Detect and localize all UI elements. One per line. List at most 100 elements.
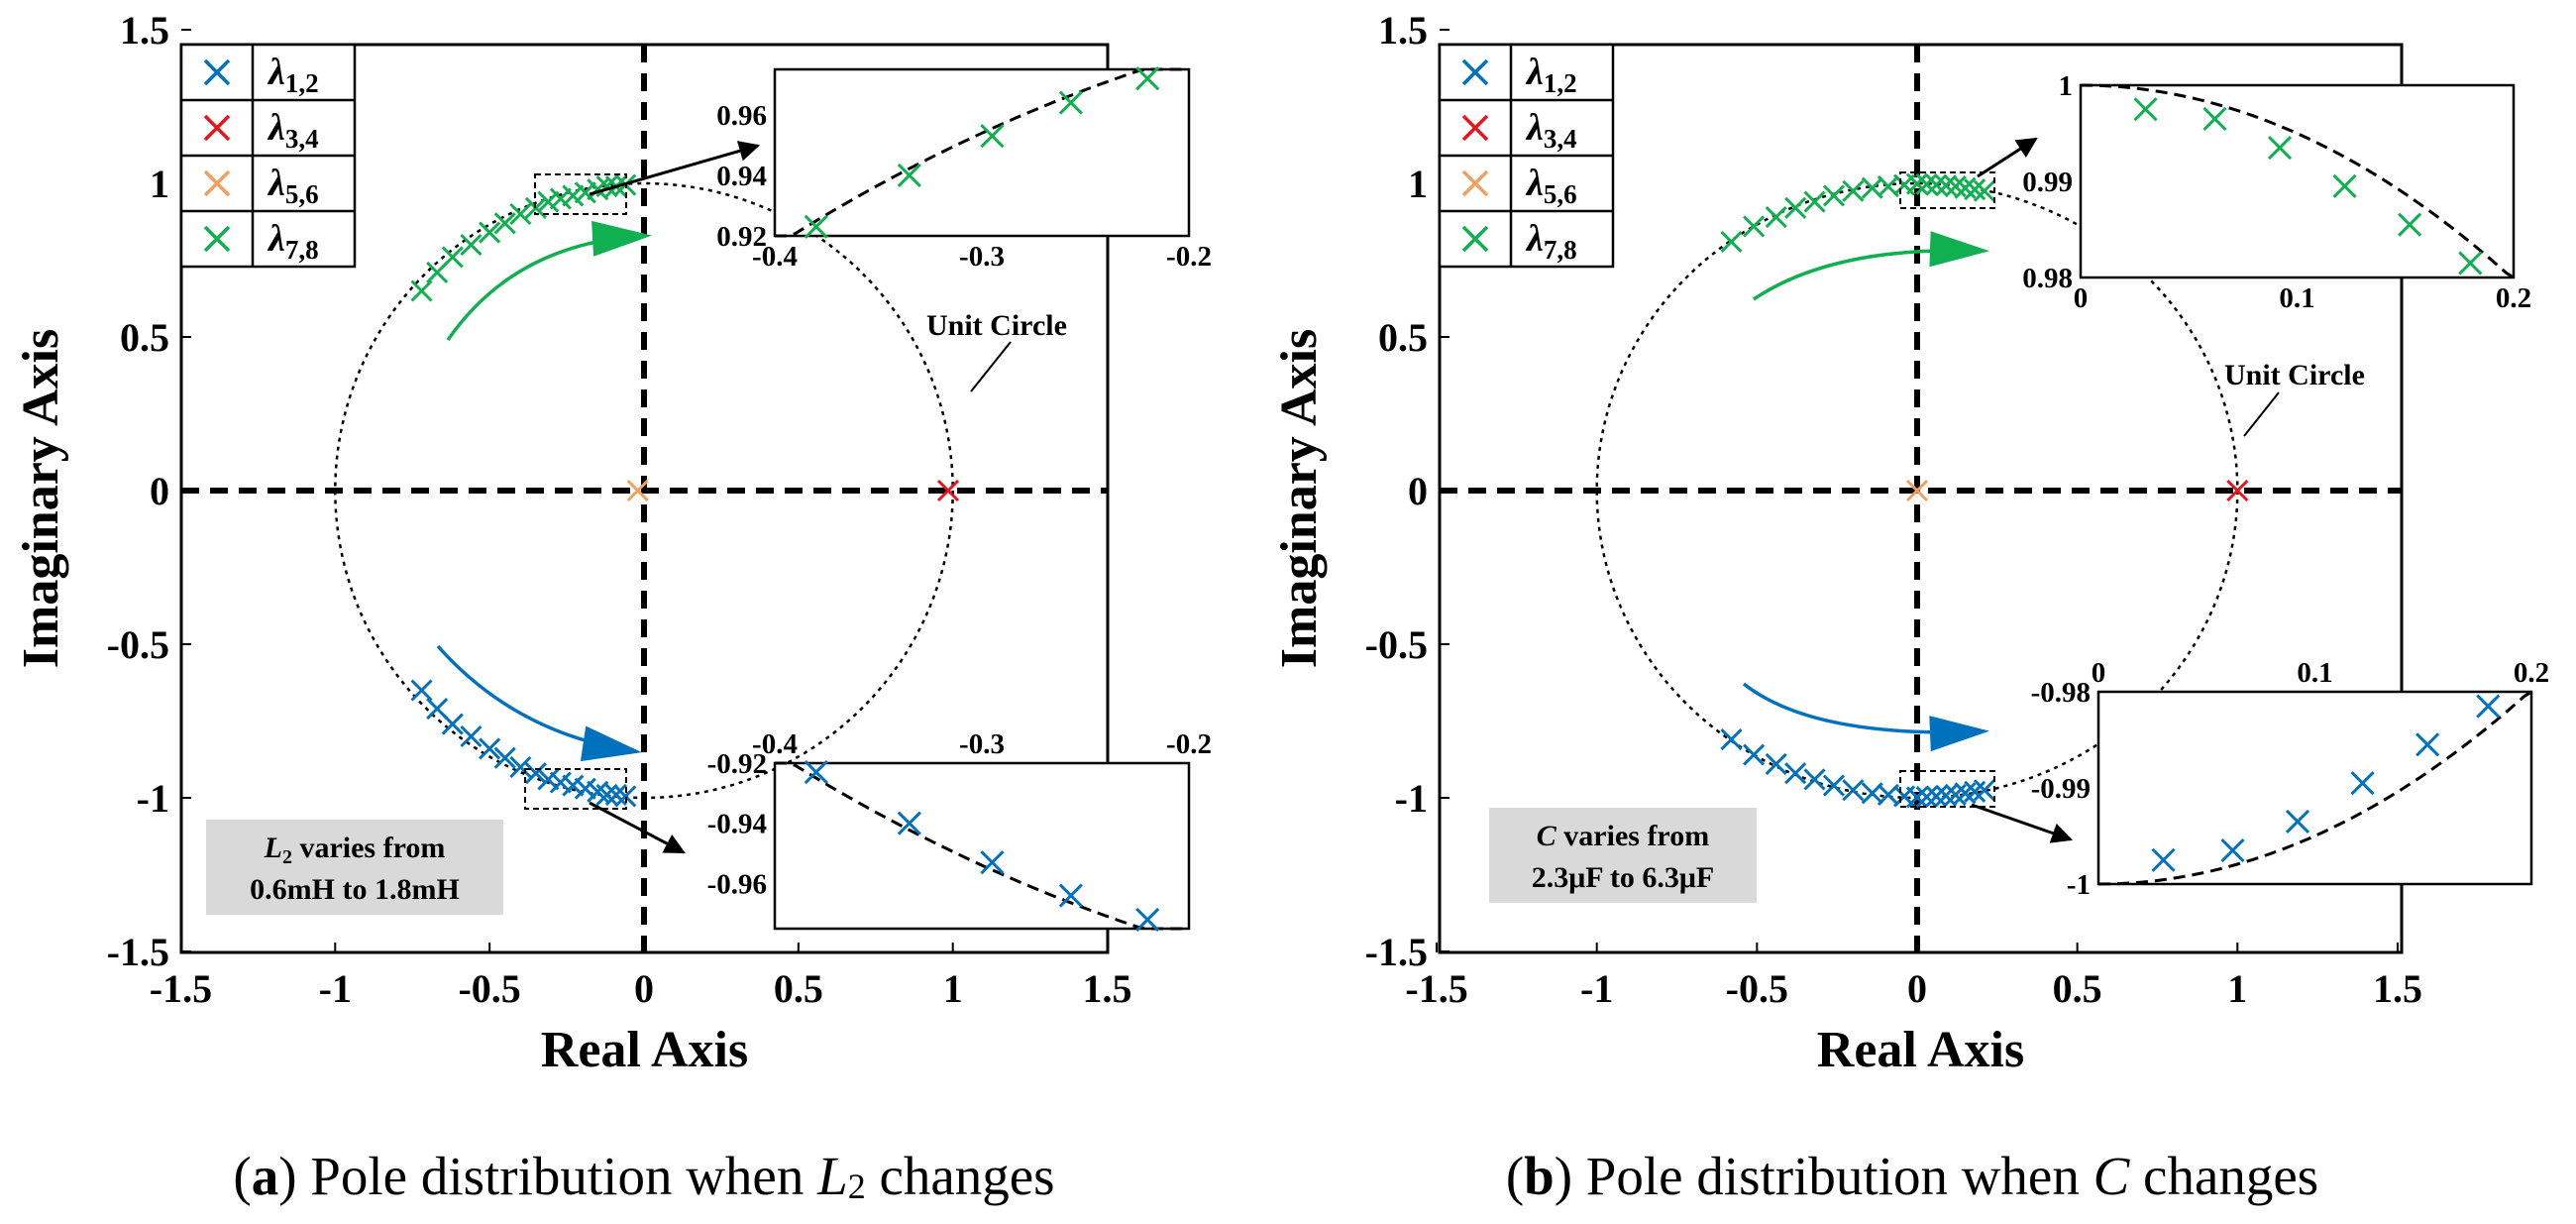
- panel-a-note-line-1: L2 varies from: [264, 832, 446, 868]
- panel-a-pole-marker: [936, 479, 960, 502]
- panel-b-pole-marker: [1720, 728, 1743, 751]
- panel-b-legend-marker: [1461, 114, 1489, 142]
- panel-b-pole-marker: [1842, 779, 1865, 802]
- panel-b-pole-marker: [1915, 172, 1938, 195]
- panel-a-inset-bottom-frame: [773, 761, 1191, 931]
- panel-a-x-tick-label: -1: [319, 966, 352, 1011]
- panel-a-y-tick-label: -0.5: [107, 622, 169, 667]
- panel-b-legend-entry: λ3,4: [1461, 107, 1577, 154]
- panel-b-x-tick-label: 0.5: [2053, 966, 2102, 1011]
- panel-a-pole-marker: [524, 762, 547, 785]
- panel-b-series-2: [2226, 479, 2249, 502]
- panel-b-pole-marker: [1935, 784, 1958, 807]
- panel-a-pole-marker: [479, 737, 501, 760]
- panel-a-legend-entry: λ5,6: [203, 163, 319, 209]
- panel-a-y-tick-label: -1: [137, 776, 169, 821]
- panel-b-pole-marker: [1973, 179, 1995, 202]
- panel-a-inset-bottom-pole-marker: [804, 760, 828, 785]
- panel-a-series-1: [410, 679, 637, 808]
- panel-a-pole-marker: [441, 713, 464, 735]
- panel-a-inset-top-unit-circle-arc: [775, 67, 1189, 238]
- panel-a-series-3: [626, 479, 649, 502]
- panel-b-x-tick-label: -0.5: [1726, 966, 1788, 1011]
- panel-a-inset-bottom: -0.4 -0.3 -0.2 -0.92 -0.94 -0.96: [707, 728, 1212, 932]
- panel-a-pole-marker: [614, 785, 637, 808]
- panel-a-y-tick-label: 1.5: [120, 8, 169, 53]
- panel-b-inset-top-pole-marker: [2458, 251, 2483, 276]
- panel-b-zoom-leader-arrow: [1971, 803, 2073, 843]
- panel-b-pole-marker: [1784, 196, 1807, 219]
- panel-b-inset-bottom-pole-marker: [2415, 732, 2440, 757]
- panel-b-pole-marker: [1925, 173, 1948, 196]
- panel-a-x-tick-label: 0: [634, 966, 654, 1011]
- panel-b-inset-top-pole-marker: [2202, 106, 2227, 132]
- panel-a-pole-marker: [460, 233, 483, 257]
- panel-b-zoom-region: [1899, 770, 1995, 808]
- panel-a-pole-marker: [410, 279, 433, 302]
- panel-a-inset-top-pole-marker: [980, 124, 1005, 149]
- panel-b-legend-entry: λ1,2: [1461, 52, 1577, 98]
- panel-b-inset-bottom-frame: [2096, 690, 2533, 886]
- panel-a-pole-marker: [493, 212, 516, 235]
- panel-b-zoom-region: [1899, 171, 1995, 209]
- panel-b-trend-arrow-1: [1753, 231, 1989, 301]
- panel-a-pole-marker: [595, 175, 618, 198]
- panel-a-pole-marker: [460, 724, 483, 748]
- panel-b-inset-bottom-x-tick-label: 0.2: [2514, 657, 2549, 689]
- panel-b-inset-top-pole-marker: [2398, 212, 2422, 237]
- panel-a-pole-marker: [479, 221, 501, 244]
- panel-b-inset-bottom-pole-marker: [2220, 837, 2245, 863]
- panel-b-inset-top-frame: [2079, 83, 2516, 279]
- panel-a-pole-marker: [537, 190, 560, 213]
- panel-b-inset-bottom: 0 0.1 0.2 -0.98 -0.99 -1: [2031, 657, 2550, 901]
- panel-b-x-tick-label: -1.5: [1405, 966, 1467, 1011]
- panel-b-inset-bottom-pole-marker: [2350, 771, 2375, 796]
- panel-a-inset-top-y-tick-label: 0.96: [716, 100, 767, 132]
- panel-a-y-tick-label: -1.5: [107, 930, 169, 974]
- panel-a-legend-label: λ5,6: [267, 163, 319, 209]
- panel-b-x-tick-label: 1: [2227, 966, 2247, 1011]
- panel-b-x-axis-label: Real Axis: [1817, 1022, 2024, 1078]
- panel-b-pole-marker: [1915, 786, 1938, 809]
- panel-b-y-tick-label: -1: [1395, 776, 1428, 821]
- panel-b-inset-top-x-tick-label: 0.2: [2496, 282, 2531, 314]
- panel-a-inset-bottom-x-tick-label: -0.3: [959, 728, 1005, 760]
- panel-a-inset-bottom-y-tick-label: -0.96: [707, 868, 767, 900]
- panel-a-inset-bottom-y-tick-label: -0.94: [707, 809, 767, 840]
- panel-b-legend-label: λ1,2: [1525, 52, 1577, 98]
- panel-a-inset-top: -0.4 -0.3 -0.2 0.92 0.94 0.96: [716, 66, 1212, 273]
- panel-a-inset-bottom-unit-circle-arc: [775, 761, 1189, 931]
- panel-a-pole-marker: [574, 181, 596, 204]
- panel-b-pole-marker: [1905, 786, 1929, 809]
- panel-b-pole-marker: [1925, 785, 1948, 808]
- panel-a-y-tick-label: 0: [150, 469, 169, 513]
- panel-a-pole-marker: [537, 768, 560, 791]
- panel-b-pole-marker: [1765, 206, 1787, 229]
- panel-b-x-tick-label: -1: [1580, 966, 1613, 1011]
- panel-a-pole-marker: [549, 187, 572, 210]
- panel-b-inset-bottom-y-tick-label: -0.99: [2031, 773, 2091, 805]
- panel-b-y-tick-label: 0.5: [1378, 315, 1428, 360]
- panel-b-pole-marker: [1935, 174, 1958, 197]
- panel-b-y-tick-label: 1: [1408, 162, 1428, 206]
- panel-a-trend-arrow-1: [446, 220, 652, 341]
- panel-a-pole-marker: [509, 755, 532, 779]
- panel-b-x-tick-label: 0: [1907, 966, 1927, 1011]
- panel-b-pole-marker: [1803, 768, 1826, 791]
- panel-b-inset-top-pole-marker: [2332, 173, 2357, 198]
- panel-b-pole-marker: [1822, 184, 1846, 207]
- panel-a-y-tick-label: 0.5: [120, 315, 169, 360]
- panel-a-pole-marker: [595, 783, 618, 806]
- panel-b-unit-circle-label: Unit Circle: [2224, 359, 2365, 391]
- panel-b-inset-bottom-x-tick-label: 0.1: [2297, 657, 2332, 689]
- panel-b-y-tick-label: 0: [1408, 469, 1428, 513]
- panel-b-inset-bottom-pole-marker: [2285, 809, 2310, 835]
- panel-b-pole-marker: [1905, 172, 1929, 195]
- panel-a-legend-marker: [203, 114, 231, 142]
- panel-a-zoom-region: [524, 768, 627, 810]
- panel-a-x-axis-label: Real Axis: [541, 1022, 748, 1078]
- panel-a-series-4: [410, 173, 637, 302]
- panel-b-unit-circle-leader: [2243, 391, 2280, 437]
- panel-b-inset-bottom-x-tick-label: 0: [2092, 657, 2106, 689]
- panel-a-legend-label: λ7,8: [267, 218, 319, 265]
